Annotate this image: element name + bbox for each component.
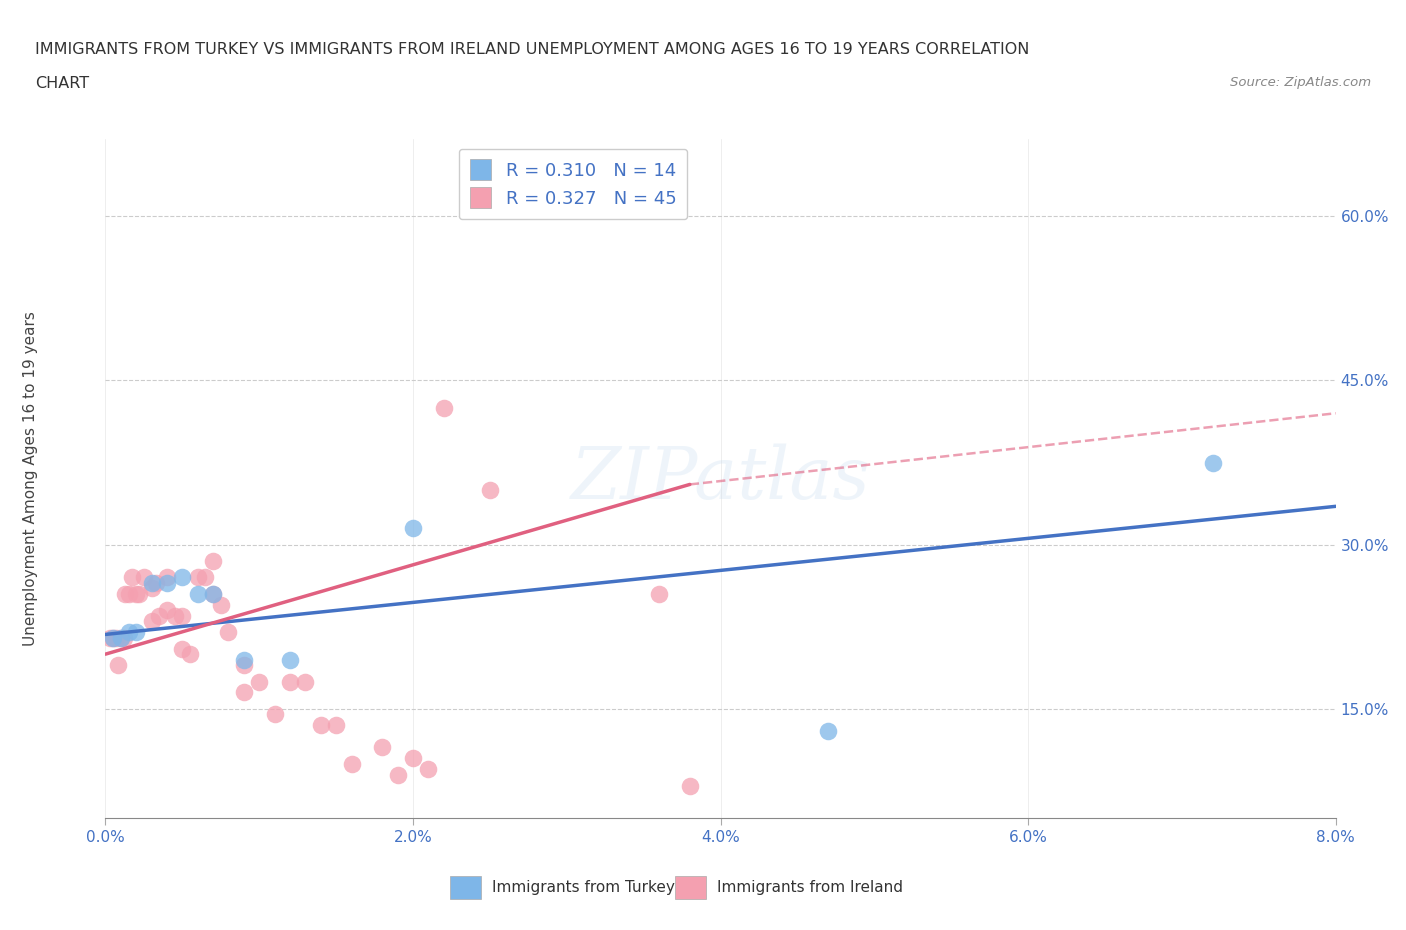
Point <box>105 631 128 645</box>
Point <box>98 631 121 645</box>
Point <box>309 718 332 733</box>
Point <box>202 587 225 602</box>
Point <box>247 674 270 689</box>
Point <box>209 597 232 612</box>
Point <box>340 756 363 771</box>
Point <box>114 587 136 602</box>
Text: Unemployment Among Ages 16 to 19 years: Unemployment Among Ages 16 to 19 years <box>24 312 38 646</box>
Point <box>648 587 671 602</box>
Text: CHART: CHART <box>35 76 89 91</box>
Point <box>117 625 139 640</box>
Point <box>1201 455 1223 470</box>
Text: ZIPatlas: ZIPatlas <box>571 444 870 514</box>
Point <box>187 570 209 585</box>
Point <box>141 576 163 591</box>
Point <box>101 631 124 645</box>
Point <box>163 608 186 623</box>
Point <box>202 587 225 602</box>
Point <box>172 570 194 585</box>
Point <box>232 652 254 667</box>
Point <box>141 614 163 629</box>
Point <box>418 762 440 777</box>
Point <box>148 608 170 623</box>
Point <box>112 631 135 645</box>
Point <box>325 718 347 733</box>
Point <box>679 778 702 793</box>
Point <box>172 608 194 623</box>
Text: Source: ZipAtlas.com: Source: ZipAtlas.com <box>1230 76 1371 89</box>
Point <box>179 646 201 661</box>
Point <box>194 570 217 585</box>
Point <box>371 739 394 754</box>
Point <box>478 483 501 498</box>
Text: IMMIGRANTS FROM TURKEY VS IMMIGRANTS FROM IRELAND UNEMPLOYMENT AMONG AGES 16 TO : IMMIGRANTS FROM TURKEY VS IMMIGRANTS FRO… <box>35 42 1029 57</box>
Point <box>187 587 209 602</box>
Point <box>817 724 839 738</box>
Point <box>156 576 179 591</box>
Point <box>172 642 194 657</box>
Point <box>433 400 456 415</box>
Point <box>402 521 425 536</box>
Point <box>232 658 254 672</box>
Point <box>121 570 143 585</box>
Point <box>387 767 409 782</box>
Point <box>294 674 316 689</box>
Point <box>132 570 155 585</box>
Point <box>218 625 240 640</box>
Point <box>156 570 179 585</box>
Point <box>156 603 179 618</box>
Point <box>107 658 129 672</box>
Point <box>125 625 148 640</box>
Point <box>402 751 425 765</box>
Point <box>202 553 225 568</box>
Point <box>128 587 150 602</box>
Text: Immigrants from Turkey: Immigrants from Turkey <box>492 880 675 896</box>
Point <box>125 587 148 602</box>
Point <box>141 581 163 596</box>
Point <box>110 631 132 645</box>
Point <box>263 707 285 722</box>
Point <box>278 674 301 689</box>
Legend: R = 0.310   N = 14, R = 0.327   N = 45: R = 0.310 N = 14, R = 0.327 N = 45 <box>458 149 688 219</box>
Point <box>110 631 132 645</box>
Point <box>232 685 254 700</box>
Text: Immigrants from Ireland: Immigrants from Ireland <box>717 880 903 896</box>
Point <box>145 576 167 591</box>
Point <box>278 652 301 667</box>
Point <box>101 631 124 645</box>
Point <box>117 587 139 602</box>
